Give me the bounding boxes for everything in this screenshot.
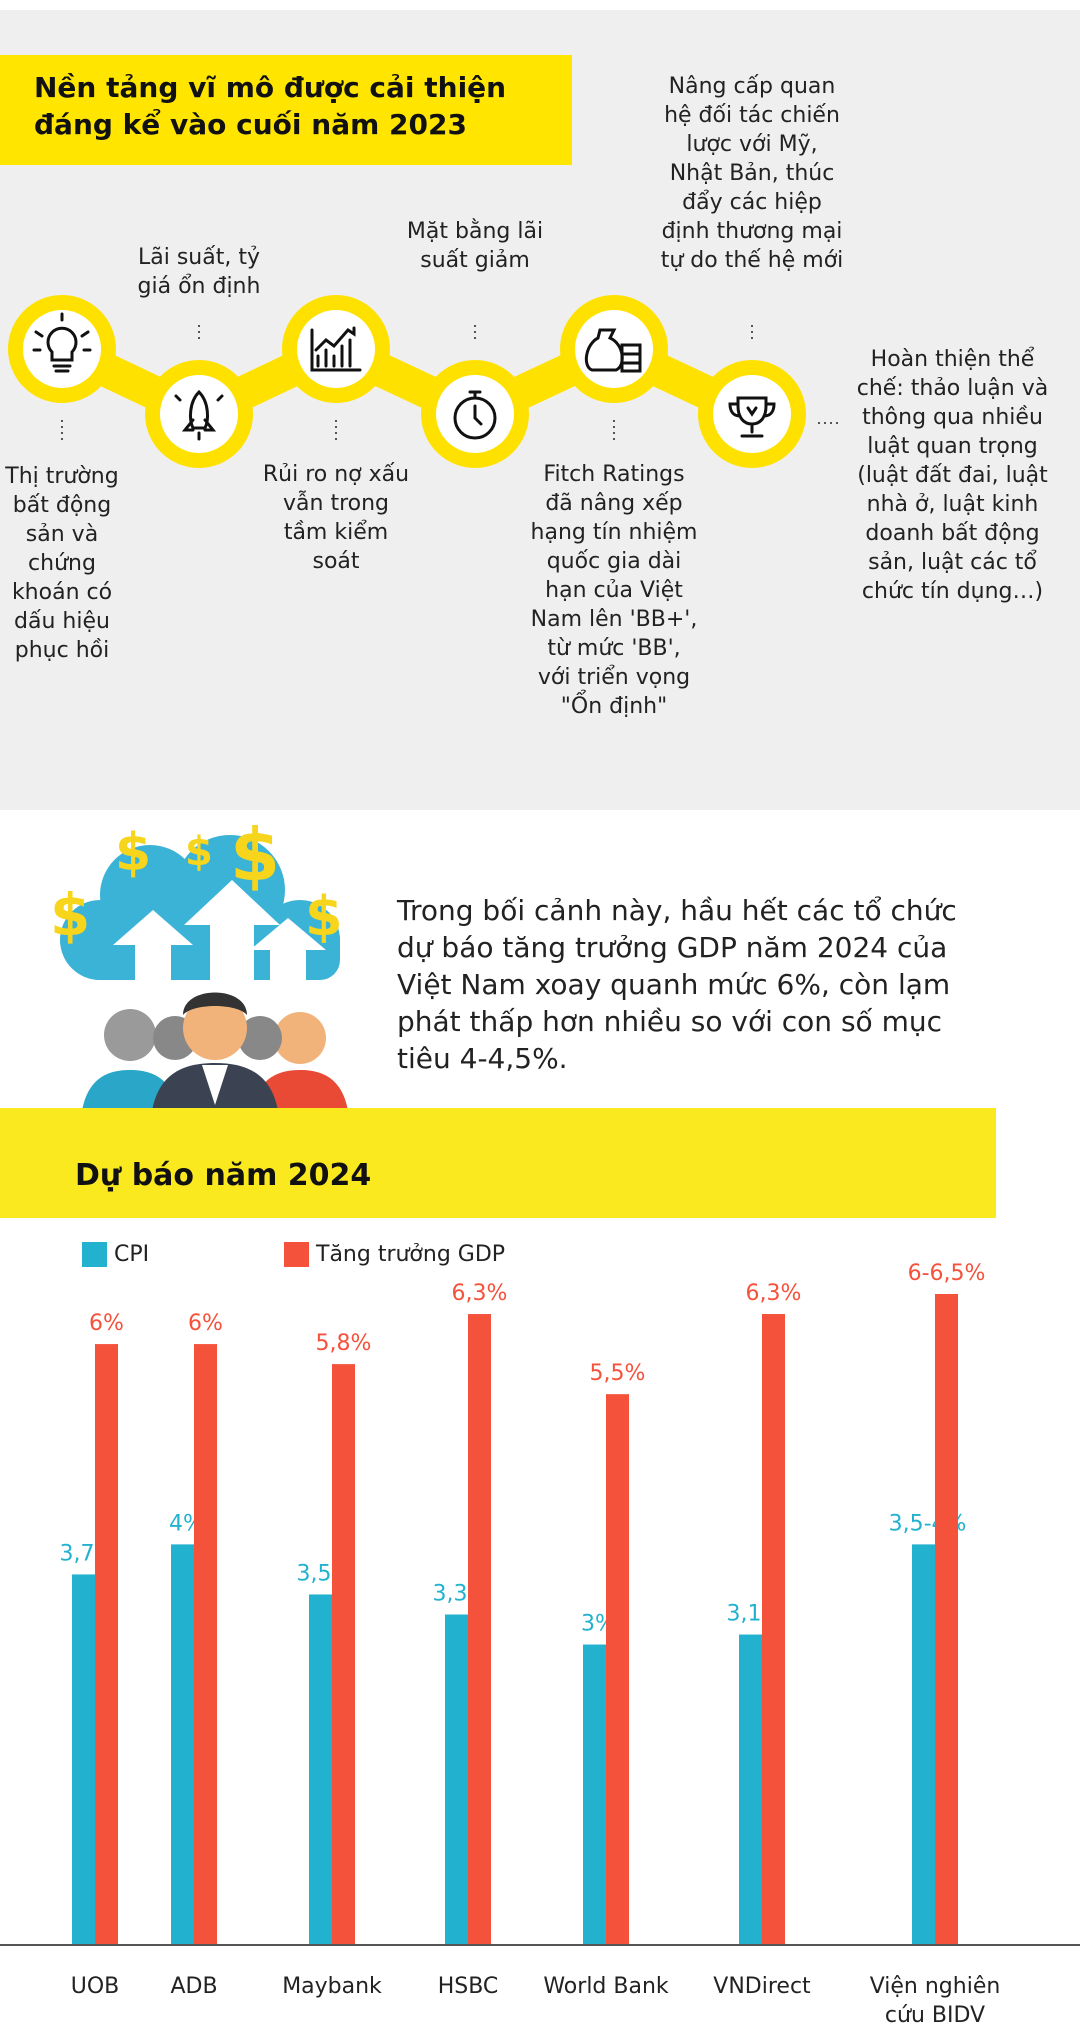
legend-swatch [284,1242,309,1267]
svg-text:$: $ [50,881,90,949]
x-tick-label: World Bank [543,1974,669,1999]
x-tick-label: Viện nghiên cứu BIDV [869,1974,1001,2028]
chart-title-band: Dự báo năm 2024 [0,1108,996,1218]
bar [95,1344,118,1945]
value-label: 5,8% [316,1331,372,1356]
legend-label: Tăng trưởng GDP [315,1242,505,1267]
value-label: 6,3% [746,1281,802,1306]
connectors [61,325,840,440]
bar [583,1644,606,1945]
x-tick-label: UOB [70,1974,120,1999]
bar [606,1394,629,1945]
x-tick-label: VNDirect [713,1974,811,1999]
title-box: Nền tảng vĩ mô được cải thiện đáng kể và… [0,55,572,165]
bar [332,1364,355,1945]
svg-text:$: $ [115,823,151,883]
illustration: $ $ $ $ $ [50,813,350,1135]
bar [935,1294,958,1945]
x-tick-label: HSBC [437,1974,499,1999]
bar [762,1314,785,1945]
value-label: 6,3% [452,1281,508,1306]
svg-text:$: $ [185,829,213,875]
value-label: 6% [188,1311,223,1336]
timeline-graphic [8,295,840,468]
timeline-text: Thị trường bất động sản và chứng khoán c… [5,464,119,663]
bar [912,1544,935,1945]
svg-text:$: $ [230,813,280,897]
x-labels: UOB ADB Maybank HSBC World Bank VNDirect Viện … [0,1972,1080,2040]
bar [171,1544,194,1945]
bar [309,1594,332,1945]
icons [32,312,776,441]
bar [739,1634,762,1945]
legend-swatch [82,1242,107,1267]
x-tick-label: Maybank [282,1974,382,1999]
timeline-discs [23,310,791,453]
timeline-text: Nâng cấp quan hệ đối tác chiến lược với … [660,74,844,273]
bar [72,1574,95,1945]
bar [468,1314,491,1945]
title: Nền tảng vĩ mô được cải thiện đáng kể và… [34,71,507,141]
timeline-text: Rủi ro nợ xấu vẫn trong tầm kiểm soát [262,462,410,574]
timeline-text: Hoàn thiện thể chế: thảo luận và thông q… [856,347,1049,604]
timeline-text: Mặt bằng lãi suất giảm [406,219,544,273]
legend-label: CPI [114,1242,149,1267]
value-label: 5,5% [590,1361,646,1386]
timeline-text: Lãi suất, tỷ giá ổn định [137,245,261,299]
timeline-text: Fitch Ratings đã nâng xếp hạng tín nhiệm… [530,462,698,719]
bar [445,1614,468,1945]
x-tick-label: ADB [170,1974,218,1999]
chart-title: Dự báo năm 2024 [75,1158,372,1193]
value-label: 6% [89,1311,124,1336]
intro-text: Trong bối cảnh này, hầu hết các tổ chức … [397,894,957,1075]
svg-text:$: $ [305,885,343,948]
bar [194,1344,217,1945]
value-label: 6-6,5% [908,1261,986,1286]
